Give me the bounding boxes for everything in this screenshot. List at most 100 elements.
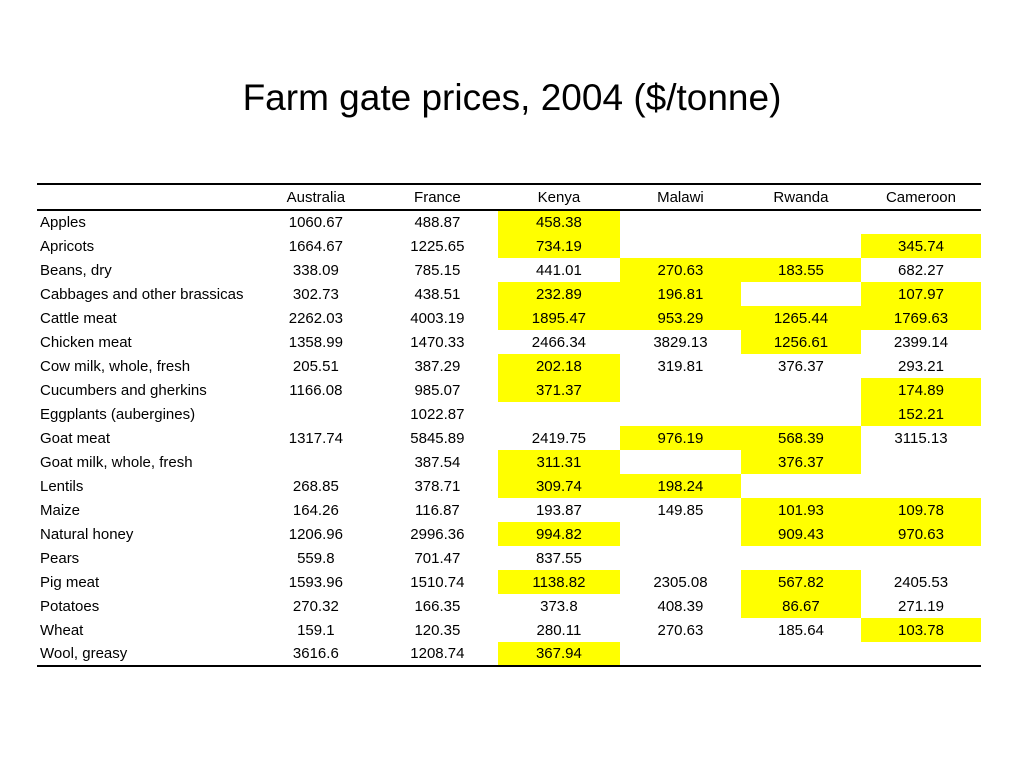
product-cell: Apricots bbox=[40, 237, 95, 255]
price-cell-kenya: 458.38 bbox=[497, 210, 620, 234]
price-cell-france: 488.87 bbox=[414, 214, 461, 231]
price-cell-cameroon: 682.27 bbox=[898, 261, 944, 279]
price-cell-kenya: 309.74 bbox=[497, 474, 620, 498]
price-cell-cameroon: 152.21 bbox=[860, 402, 981, 426]
header-australia: Australia bbox=[286, 188, 346, 206]
price-cell-malawi bbox=[620, 642, 741, 666]
product-cell: Lentils bbox=[40, 477, 84, 495]
table-row: Cabbages and other brassicas 302.73 438.51… bbox=[37, 282, 981, 306]
price-cell-kenya: 193.87 bbox=[535, 501, 582, 519]
price-cell-rwanda: 568.39 bbox=[740, 426, 861, 450]
product-cell: Eggplants (aubergines) bbox=[40, 405, 196, 423]
price-cell-cameroon: 2399.14 bbox=[893, 333, 949, 351]
price-cell-cameroon: 345.74 bbox=[860, 234, 981, 258]
product-cell: Goat milk, whole, fresh bbox=[40, 453, 193, 471]
price-cell-cameroon: 3115.13 bbox=[894, 429, 948, 447]
price-cell-rwanda: 185.64 bbox=[778, 621, 824, 639]
price-cell-kenya: 373.8 bbox=[540, 597, 578, 615]
price-cell-rwanda bbox=[741, 402, 861, 426]
price-cell-malawi bbox=[620, 546, 741, 570]
table-row: Goat milk, whole, fresh 387.54 311.31 376.3… bbox=[37, 450, 981, 474]
price-cell-cameroon: 293.21 bbox=[898, 357, 944, 375]
product-cell: Cow milk, whole, fresh bbox=[40, 357, 191, 375]
price-cell-kenya: 734.19 bbox=[497, 234, 620, 258]
product-cell: Apples bbox=[40, 214, 86, 231]
price-cell-cameroon bbox=[861, 210, 981, 234]
header-rwanda: Rwanda bbox=[773, 188, 829, 206]
price-cell-australia: 559.8 bbox=[297, 549, 335, 567]
header-kenya: Kenya bbox=[537, 188, 581, 206]
price-cell-france: 1225.65 bbox=[410, 237, 465, 255]
price-cell-cameroon: 1769.63 bbox=[860, 306, 981, 330]
price-cell-malawi: 3829.13 bbox=[653, 333, 708, 351]
price-cell-rwanda: 376.37 bbox=[778, 357, 824, 375]
price-cell-australia: 338.09 bbox=[292, 261, 339, 279]
price-cell-australia: 1317.74 bbox=[288, 429, 343, 447]
product-cell: Pears bbox=[40, 549, 80, 567]
price-cell-cameroon: 109.78 bbox=[860, 498, 981, 522]
price-cell-australia: 3616.6 bbox=[292, 645, 339, 662]
product-cell: Cucumbers and gherkins bbox=[40, 381, 207, 399]
price-cell-malawi: 196.81 bbox=[619, 282, 741, 306]
price-cell-australia: 1593.96 bbox=[288, 573, 343, 591]
price-cell-australia: 1060.67 bbox=[288, 214, 343, 231]
page-title: Farm gate prices, 2004 ($/tonne) bbox=[242, 77, 782, 118]
price-cell-france: 1022.87 bbox=[410, 405, 465, 423]
price-cell-kenya: 367.94 bbox=[497, 642, 620, 666]
price-cell-kenya: 2419.75 bbox=[531, 429, 587, 447]
price-cell-australia bbox=[255, 450, 377, 474]
price-cell-kenya: 371.37 bbox=[497, 378, 620, 402]
price-cell-rwanda: 1265.44 bbox=[740, 306, 861, 330]
price-cell-cameroon: 271.19 bbox=[898, 597, 944, 615]
price-cell-france: 1470.33 bbox=[410, 333, 465, 351]
table-row: Cattle meat 2262.03 4003.19 1895.47 953.29 12… bbox=[37, 306, 981, 330]
product-cell: Beans, dry bbox=[40, 261, 112, 279]
product-cell: Natural honey bbox=[40, 525, 134, 543]
price-cell-france: 1510.74 bbox=[410, 573, 465, 591]
price-cell-rwanda bbox=[741, 474, 861, 498]
price-cell-kenya: 837.55 bbox=[535, 549, 582, 567]
table-row: Cucumbers and gherkins 1166.08 985.07 371.3… bbox=[37, 378, 981, 402]
product-cell: Chicken meat bbox=[40, 333, 132, 351]
price-cell-rwanda bbox=[741, 546, 861, 570]
price-cell-france: 985.07 bbox=[414, 381, 461, 399]
price-cell-rwanda: 86.67 bbox=[740, 594, 861, 618]
price-cell-rwanda: 909.43 bbox=[740, 522, 861, 546]
price-cell-cameroon bbox=[861, 474, 981, 498]
price-cell-france: 1208.74 bbox=[410, 645, 465, 662]
table-row: Wool, greasy 3616.6 1208.74 367.94 bbox=[37, 642, 981, 666]
price-cell-france: 701.47 bbox=[414, 549, 461, 567]
price-cell-kenya: 2466.34 bbox=[531, 333, 587, 351]
price-cell-kenya: 1138.82 bbox=[497, 570, 620, 594]
price-cell-france: 4003.19 bbox=[410, 309, 465, 327]
product-cell: Cabbages and other brassicas bbox=[40, 285, 244, 303]
table-row: Chicken meat 1358.99 1470.33 2466.34 3829.13… bbox=[37, 330, 981, 354]
product-cell: Maize bbox=[40, 501, 81, 519]
price-cell-france: 116.87 bbox=[415, 501, 460, 519]
table-row: Natural honey 1206.96 2996.36 994.82 909.43 9… bbox=[37, 522, 981, 546]
price-cell-malawi: 270.63 bbox=[619, 258, 741, 282]
price-cell-kenya: 202.18 bbox=[497, 354, 620, 378]
price-cell-kenya: 1895.47 bbox=[497, 306, 620, 330]
price-cell-rwanda bbox=[741, 642, 861, 666]
header-product bbox=[37, 184, 255, 210]
table-row: Lentils 268.85 378.71 309.74 198.24 bbox=[37, 474, 981, 498]
price-cell-malawi bbox=[620, 402, 741, 426]
price-cell-malawi bbox=[620, 450, 741, 474]
price-cell-australia: 159.1 bbox=[297, 621, 335, 639]
price-cell-kenya: 994.82 bbox=[497, 522, 620, 546]
price-cell-france: 387.29 bbox=[414, 357, 461, 375]
price-cell-rwanda: 1256.61 bbox=[740, 330, 861, 354]
price-cell-rwanda bbox=[741, 234, 861, 258]
price-cell-france: 166.35 bbox=[414, 597, 461, 615]
price-cell-malawi: 976.19 bbox=[619, 426, 741, 450]
price-cell-kenya: 232.89 bbox=[497, 282, 620, 306]
price-cell-cameroon bbox=[861, 450, 981, 474]
price-cell-australia: 2262.03 bbox=[288, 309, 343, 327]
prices-table: Australia France Kenya Malawi Rwanda Cam… bbox=[37, 183, 981, 667]
product-cell: Potatoes bbox=[40, 597, 100, 615]
table-row: Pig meat 1593.96 1510.74 1138.82 2305.08 567.… bbox=[37, 570, 981, 594]
table-row: Potatoes 270.32 166.35 373.8 408.39 86.67 271.… bbox=[37, 594, 981, 618]
price-cell-kenya: 441.01 bbox=[535, 261, 582, 279]
header-cameroon: Cameroon bbox=[885, 188, 956, 206]
